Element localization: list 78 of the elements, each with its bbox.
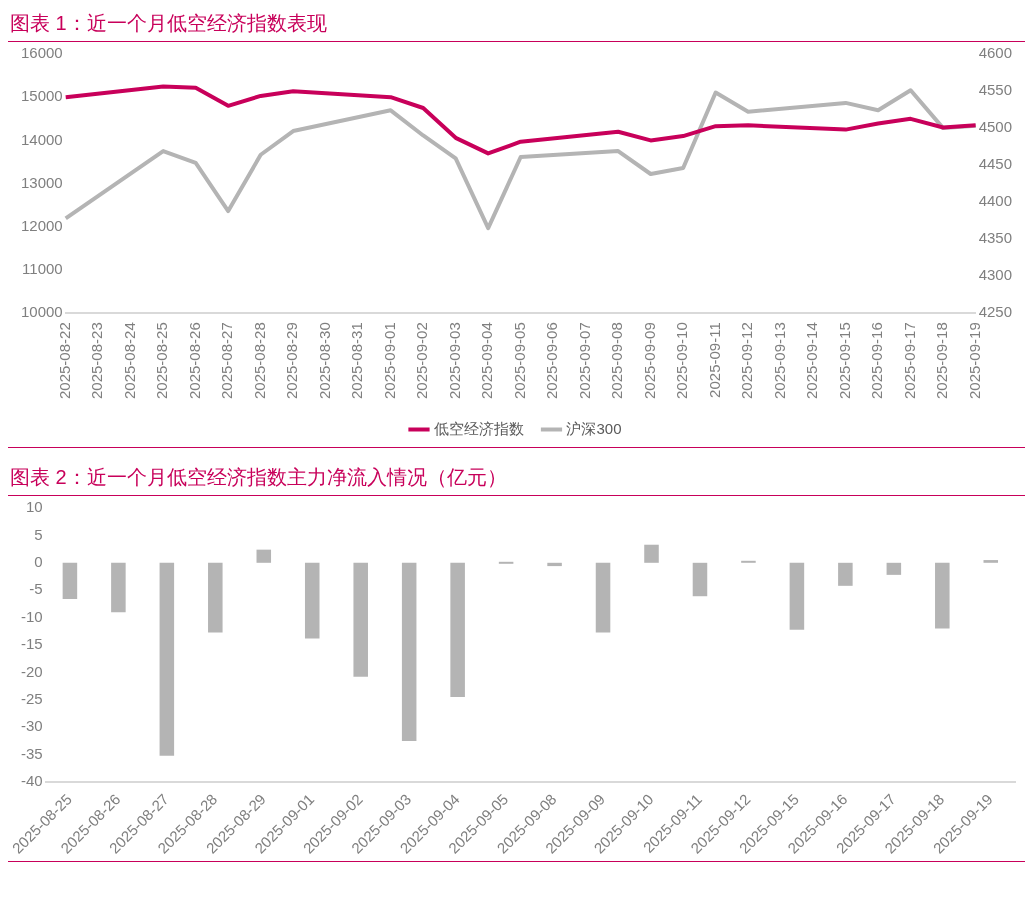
bar bbox=[935, 562, 950, 629]
legend-label: 沪深300 bbox=[566, 419, 622, 437]
y2-tick-label: 4550 bbox=[978, 81, 1013, 99]
x-tick-label: 2025-09-14 bbox=[803, 322, 821, 400]
x-tick-label: 2025-09-02 bbox=[413, 322, 431, 400]
bar bbox=[838, 562, 853, 586]
x-tick-label: 2025-09-05 bbox=[510, 322, 528, 400]
y2-tick-label: 4500 bbox=[978, 118, 1013, 136]
y-tick-label: 10000 bbox=[20, 303, 63, 321]
y-tick-label: -20 bbox=[20, 662, 43, 680]
bar bbox=[159, 562, 175, 756]
y2-tick-label: 4250 bbox=[978, 303, 1013, 321]
y-tick-label: 13000 bbox=[20, 173, 63, 191]
y2-tick-label: 4400 bbox=[978, 192, 1013, 210]
legend-label: 低空经济指数 bbox=[433, 419, 524, 437]
bar bbox=[353, 562, 368, 677]
x-tick-label: 2025-09-04 bbox=[478, 322, 496, 400]
x-tick-label: 2025-09-19 bbox=[965, 322, 983, 400]
y-tick-label: 5 bbox=[34, 525, 43, 543]
y-tick-label: 10 bbox=[25, 498, 43, 516]
y-tick-label: -15 bbox=[20, 635, 43, 653]
chart-title: 图表 1：近一个月低空经济指数表现 bbox=[8, 8, 1025, 42]
x-tick-label: 2025-09-15 bbox=[835, 322, 853, 400]
x-tick-label: 2025-09-17 bbox=[900, 322, 918, 400]
bar bbox=[692, 562, 708, 597]
bar bbox=[644, 544, 659, 563]
x-tick-label: 2025-08-30 bbox=[315, 322, 333, 400]
x-tick-label: 2025-09-03 bbox=[445, 322, 463, 400]
y-tick-label: 15000 bbox=[20, 87, 63, 105]
y-tick-label: 11000 bbox=[22, 260, 63, 278]
bar bbox=[789, 562, 805, 630]
x-tick-label: 2025-09-08 bbox=[608, 322, 626, 400]
bar bbox=[595, 562, 611, 633]
y2-tick-label: 4350 bbox=[978, 229, 1013, 247]
x-tick-label: 2025-08-22 bbox=[55, 322, 73, 400]
bar bbox=[208, 562, 223, 633]
y-tick-label: -25 bbox=[20, 689, 43, 707]
x-tick-label: 2025-08-28 bbox=[250, 322, 268, 400]
y-tick-label: 14000 bbox=[20, 130, 63, 148]
bar bbox=[983, 560, 999, 563]
bar bbox=[886, 562, 902, 575]
y-tick-label: 16000 bbox=[20, 44, 63, 62]
x-tick-label: 2025-09-06 bbox=[543, 322, 561, 400]
x-tick-label: 2025-08-31 bbox=[348, 322, 366, 400]
x-tick-label: 2025-09-13 bbox=[770, 322, 788, 400]
x-tick-label: 2025-09-01 bbox=[380, 322, 398, 400]
x-tick-label: 2025-09-07 bbox=[575, 322, 593, 400]
bar bbox=[547, 562, 562, 567]
bar bbox=[256, 549, 272, 563]
bar bbox=[62, 562, 78, 599]
x-tick-label: 2025-08-26 bbox=[185, 322, 203, 400]
y2-tick-label: 4300 bbox=[978, 266, 1013, 284]
chart-title: 图表 2：近一个月低空经济指数主力净流入情况（亿元） bbox=[8, 462, 1025, 496]
x-tick-label: 2025-08-23 bbox=[88, 322, 106, 400]
x-tick-label: 2025-09-09 bbox=[640, 322, 658, 400]
y-tick-label: -10 bbox=[20, 607, 43, 625]
y2-tick-label: 4600 bbox=[978, 44, 1013, 62]
bar bbox=[741, 560, 756, 563]
x-tick-label: 2025-09-11 bbox=[705, 322, 723, 398]
bar bbox=[111, 562, 126, 613]
x-tick-label: 2025-08-24 bbox=[120, 322, 138, 400]
y-tick-label: -5 bbox=[29, 580, 43, 598]
y-tick-label: -30 bbox=[20, 717, 43, 735]
y-tick-label: 0 bbox=[34, 552, 43, 570]
x-tick-label: 2025-09-12 bbox=[738, 322, 756, 400]
x-tick-label: 2025-09-16 bbox=[868, 322, 886, 400]
x-tick-label: 2025-08-29 bbox=[283, 322, 301, 400]
x-tick-label: 2025-09-18 bbox=[933, 322, 951, 400]
y-tick-label: -40 bbox=[20, 772, 43, 790]
bar bbox=[304, 562, 320, 639]
y-tick-label: -35 bbox=[20, 744, 43, 762]
y-tick-label: 12000 bbox=[20, 216, 63, 234]
x-tick-label: 2025-09-10 bbox=[673, 322, 691, 400]
x-tick-label: 2025-08-27 bbox=[218, 322, 236, 400]
y2-tick-label: 4450 bbox=[978, 155, 1013, 173]
bar bbox=[401, 562, 417, 741]
bar bbox=[450, 562, 465, 698]
x-tick-label: 2025-08-25 bbox=[153, 322, 171, 400]
